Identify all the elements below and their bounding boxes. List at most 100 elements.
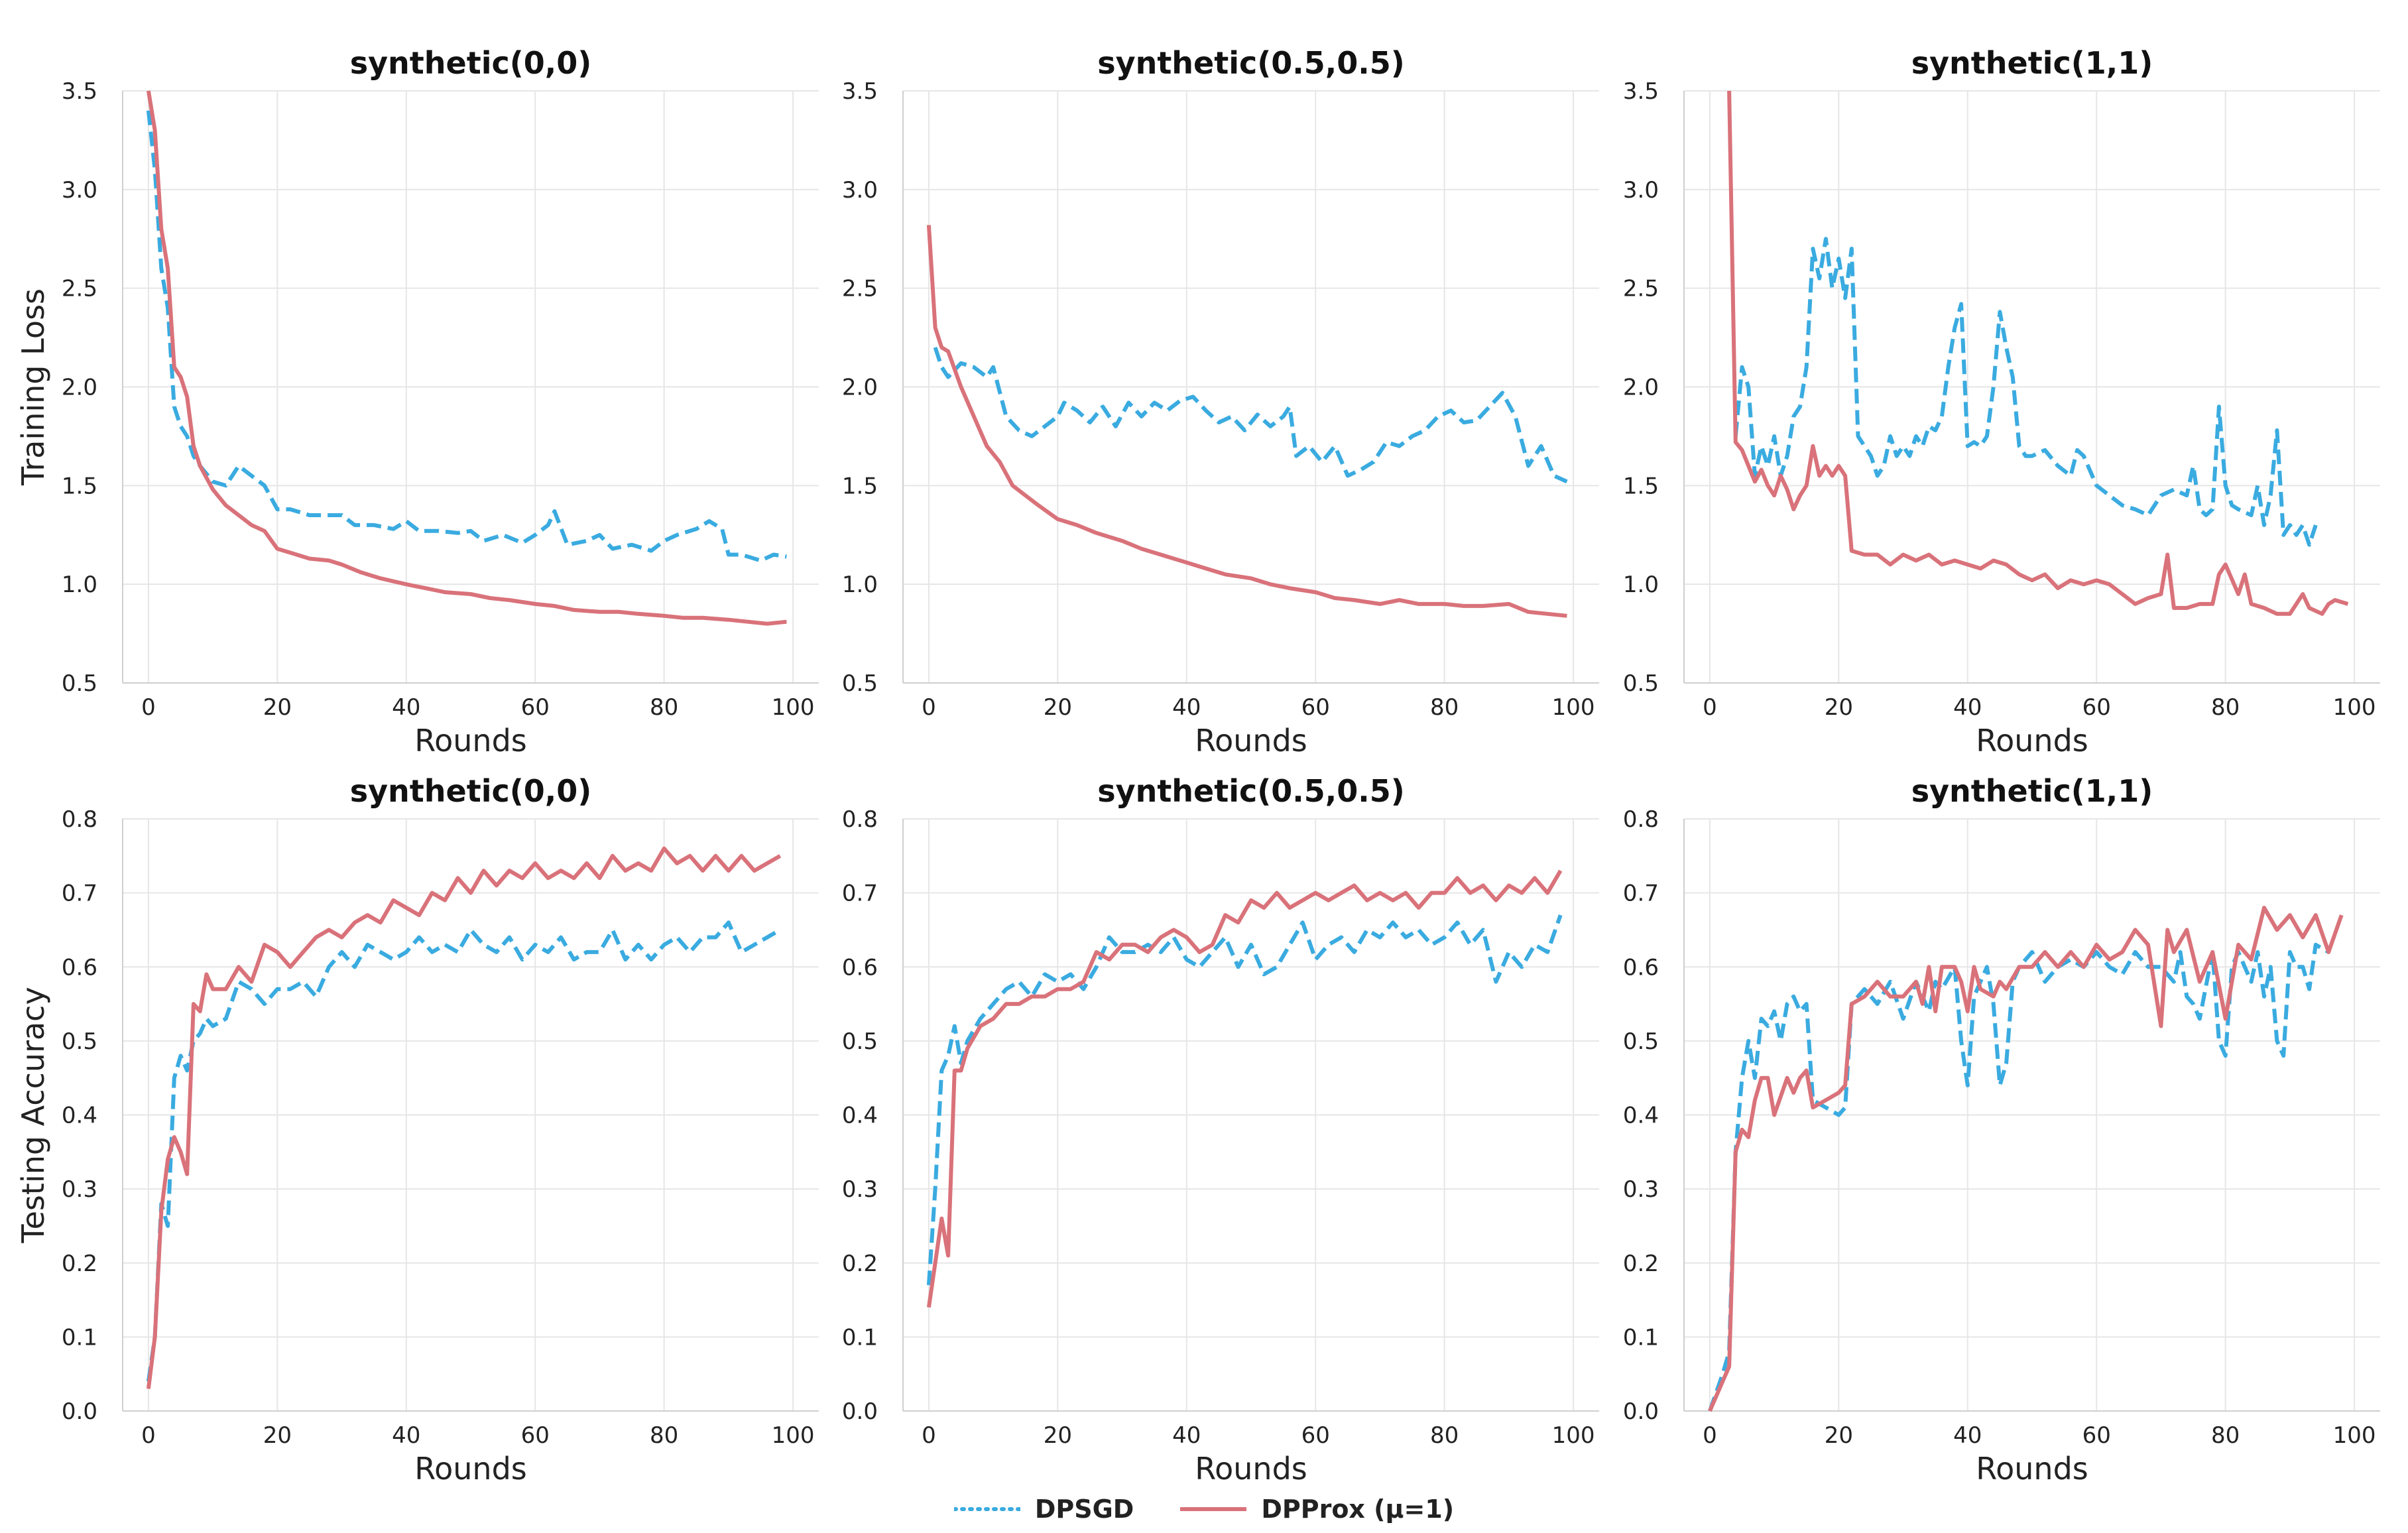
y-tick-label: 0.4 — [1623, 1103, 1659, 1129]
x-axis-label: Rounds — [1195, 1451, 1307, 1487]
y-tick-label: 0.7 — [842, 881, 878, 907]
x-tick-label: 80 — [2211, 694, 2240, 721]
x-tick-label: 100 — [1552, 1422, 1595, 1449]
y-tick-label: 0.3 — [1623, 1176, 1659, 1203]
y-tick-label: 3.5 — [842, 78, 878, 105]
x-tick-label: 60 — [2082, 694, 2111, 721]
x-tick-label: 100 — [2333, 1422, 2376, 1449]
series-line-dpsgd — [1733, 237, 2318, 547]
series-line-dpprox — [1727, 90, 2349, 616]
y-tick-label: 1.0 — [1623, 572, 1659, 598]
y-tick-label: 0.0 — [62, 1398, 97, 1425]
x-axis-label: Rounds — [1976, 1451, 2088, 1487]
series-line-dpsgd — [926, 914, 1563, 1286]
legend-item-dpsgd: DPSGD — [953, 1495, 1134, 1524]
x-tick-label: 80 — [650, 694, 678, 721]
y-tick-label: 0.5 — [1623, 1028, 1659, 1055]
legend-swatch-dpprox — [1180, 1507, 1247, 1511]
y-tick-label: 3.0 — [1623, 177, 1659, 204]
x-tick-label: 40 — [1172, 1422, 1201, 1449]
x-tick-label: 100 — [1552, 694, 1595, 721]
legend-item-dpprox: DPProx (μ=1) — [1180, 1495, 1454, 1524]
y-axis-label: Training Loss — [15, 288, 51, 486]
y-tick-label: 0.6 — [62, 954, 97, 981]
y-tick-label: 0.6 — [1623, 954, 1659, 981]
x-tick-label: 80 — [650, 1422, 678, 1449]
x-tick-label: 20 — [263, 694, 292, 721]
x-tick-label: 0 — [1703, 1422, 1717, 1449]
x-tick-label: 60 — [521, 1422, 550, 1449]
y-tick-label: 0.2 — [62, 1251, 97, 1277]
x-tick-label: 80 — [1430, 694, 1459, 721]
y-tick-label: 2.0 — [842, 375, 878, 401]
x-tick-label: 60 — [521, 694, 550, 721]
panel-training-loss-synthetic-0.5-0.5: 0.5 1.0 1.5 2.0 2.5 3.0 3.5 0 20 40 60 80 100 synthet… — [842, 45, 1599, 759]
y-tick-label: 0.8 — [62, 806, 97, 833]
x-tick-label: 100 — [772, 1422, 815, 1449]
x-tick-label: 0 — [922, 694, 936, 721]
y-tick-label: 2.5 — [842, 276, 878, 302]
y-tick-label: 0.6 — [842, 954, 878, 981]
y-tick-label: 0.7 — [62, 881, 97, 907]
series-line-dpprox — [1708, 906, 2344, 1412]
x-tick-label: 0 — [1703, 694, 1717, 721]
panel-title: synthetic(0,0) — [350, 45, 592, 81]
legend-label-dpprox: DPProx (μ=1) — [1261, 1495, 1455, 1524]
y-tick-label: 0.4 — [62, 1103, 97, 1129]
panel-training-loss-synthetic-0-0: 0.5 1.0 1.5 2.0 2.5 3.0 3.5 0 20 40 60 80 100 synthet… — [15, 45, 819, 759]
x-axis-label: Rounds — [1976, 723, 2088, 759]
y-tick-label: 0.0 — [842, 1398, 878, 1425]
y-tick-label: 3.5 — [62, 78, 97, 105]
x-tick-label: 40 — [392, 694, 420, 721]
y-tick-label: 3.0 — [62, 177, 97, 204]
legend-label-dpsgd: DPSGD — [1034, 1495, 1134, 1524]
y-tick-label: 0.1 — [1623, 1324, 1659, 1351]
y-tick-label: 0.3 — [842, 1176, 878, 1203]
x-tick-label: 20 — [1044, 694, 1072, 721]
y-tick-label: 0.0 — [1623, 1398, 1659, 1425]
y-tick-label: 2.5 — [62, 276, 97, 302]
y-tick-label: 0.8 — [1623, 806, 1659, 833]
y-tick-label: 0.3 — [62, 1176, 97, 1203]
x-axis-label: Rounds — [1195, 723, 1307, 759]
series-line-dpsgd — [146, 920, 782, 1382]
y-tick-label: 2.0 — [62, 375, 97, 401]
y-tick-label: 0.5 — [842, 1028, 878, 1055]
y-tick-label: 0.5 — [62, 1028, 97, 1055]
x-tick-label: 0 — [141, 1422, 156, 1449]
y-tick-label: 0.4 — [842, 1103, 878, 1129]
y-tick-label: 0.1 — [62, 1324, 97, 1351]
panel-testing-accuracy-synthetic-0.5-0.5: 0.0 0.1 0.2 0.3 0.4 0.5 0.6 0.7 0.8 0 20 40 60 80 100 s… — [842, 773, 1599, 1487]
x-tick-label: 100 — [772, 694, 815, 721]
y-tick-label: 1.5 — [1623, 473, 1659, 499]
y-tick-label: 1.0 — [842, 572, 878, 598]
series-line-dpprox — [146, 90, 787, 626]
x-tick-label: 40 — [392, 1422, 420, 1449]
panel-title: synthetic(1,1) — [1911, 773, 2153, 809]
legend: DPSGD DPProx (μ=1) — [0, 1489, 2408, 1529]
y-tick-label: 0.1 — [842, 1324, 878, 1351]
x-tick-label: 0 — [141, 694, 156, 721]
panel-title: synthetic(0,0) — [350, 773, 592, 809]
series-line-dpprox — [926, 225, 1567, 618]
x-axis-label: Rounds — [414, 723, 527, 759]
x-tick-label: 40 — [1953, 694, 1982, 721]
x-tick-label: 20 — [263, 1422, 292, 1449]
x-tick-label: 20 — [1044, 1422, 1072, 1449]
x-tick-label: 60 — [2082, 1422, 2111, 1449]
x-tick-label: 80 — [1430, 1422, 1459, 1449]
x-tick-label: 60 — [1301, 1422, 1330, 1449]
y-tick-label: 0.2 — [842, 1251, 878, 1277]
x-tick-label: 40 — [1172, 694, 1201, 721]
y-tick-label: 0.8 — [842, 806, 878, 833]
x-axis-label: Rounds — [414, 1451, 527, 1487]
y-tick-label: 2.0 — [1623, 375, 1659, 401]
y-axis-label: Testing Accuracy — [15, 987, 51, 1243]
x-tick-label: 0 — [922, 1422, 936, 1449]
series-line-dpprox — [926, 869, 1563, 1308]
y-tick-label: 3.0 — [842, 177, 878, 204]
x-tick-label: 20 — [1825, 694, 1853, 721]
y-tick-label: 2.5 — [1623, 276, 1659, 302]
panel-title: synthetic(0.5,0.5) — [1097, 45, 1405, 81]
